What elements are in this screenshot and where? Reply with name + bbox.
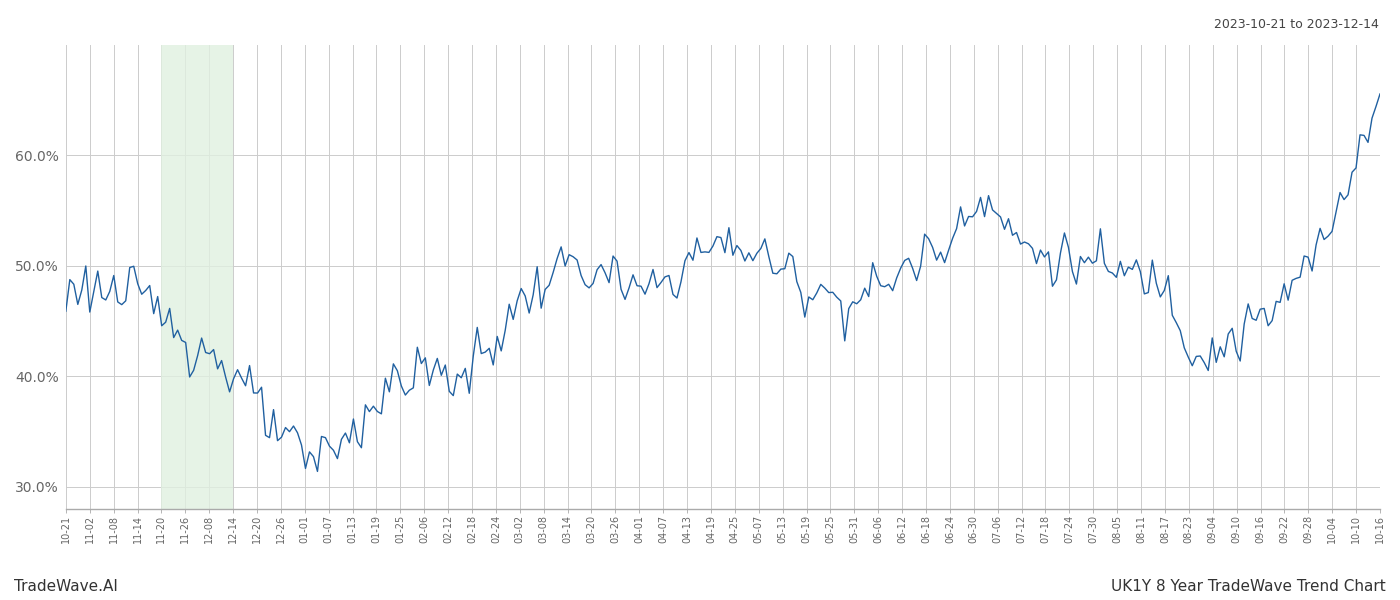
Text: UK1Y 8 Year TradeWave Trend Chart: UK1Y 8 Year TradeWave Trend Chart <box>1112 579 1386 594</box>
Text: TradeWave.AI: TradeWave.AI <box>14 579 118 594</box>
Text: 2023-10-21 to 2023-12-14: 2023-10-21 to 2023-12-14 <box>1214 18 1379 31</box>
Bar <box>161 45 232 509</box>
